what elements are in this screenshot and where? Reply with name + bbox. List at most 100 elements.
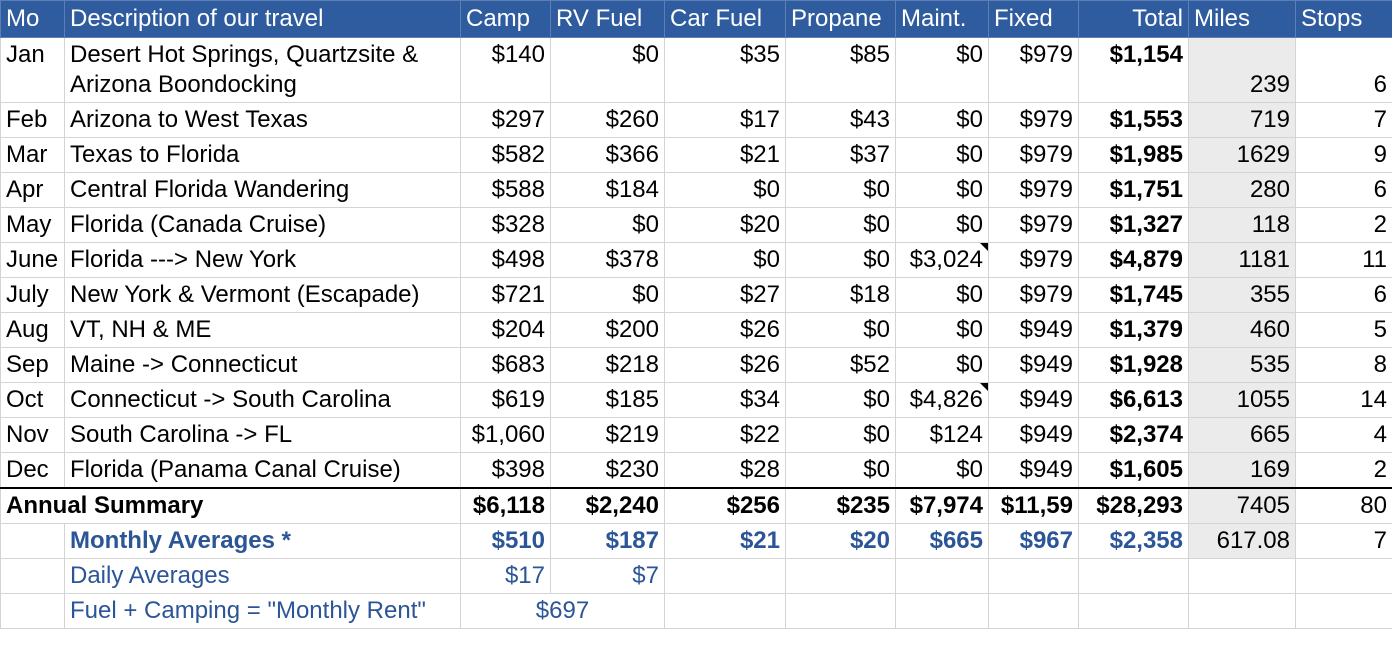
cell: 6 (1295, 277, 1392, 313)
cell: $297 (460, 102, 551, 138)
data-row: Oct Connecticut -> South Carolina $619 $185… (0, 382, 1392, 418)
column-header: Maint. (895, 0, 989, 38)
cell: $0 (550, 277, 665, 313)
cell: $0 (895, 207, 989, 243)
cell: $0 (895, 137, 989, 173)
cell: $683 (460, 347, 551, 383)
cell: Florida ---> New York (64, 242, 461, 278)
cell: $28,293 (1078, 487, 1189, 524)
column-header: RV Fuel (550, 0, 665, 38)
cell (0, 593, 65, 629)
cell: $721 (460, 277, 551, 313)
cell: $979 (988, 277, 1079, 313)
data-row: Sep Maine -> Connecticut $683 $218 $26 $52 $0 $… (0, 347, 1392, 383)
cell: 14 (1295, 382, 1392, 418)
cell: $949 (988, 312, 1079, 348)
cell: Feb (0, 102, 65, 138)
cell: $498 (460, 242, 551, 278)
cell: $17 (664, 102, 786, 138)
cell: Sep (0, 347, 65, 383)
cell: $0 (895, 102, 989, 138)
cell: Dec (0, 452, 65, 489)
cell: $140 (460, 37, 551, 103)
cell: $0 (895, 347, 989, 383)
column-header: Camp (460, 0, 551, 38)
cell: $20 (785, 523, 896, 559)
column-header: Car Fuel (664, 0, 786, 38)
data-row: Mar Texas to Florida $582 $366 $21 $37 $0 $979 $… (0, 137, 1392, 173)
cell: $0 (785, 452, 896, 489)
cell: $18 (785, 277, 896, 313)
table-body: Jan Desert Hot Springs, Quartzsite & Ariz… (0, 37, 1392, 629)
cell: $124 (895, 417, 989, 453)
cell: $26 (664, 312, 786, 348)
cell: 11 (1295, 242, 1392, 278)
cell: South Carolina -> FL (64, 417, 461, 453)
cell: $619 (460, 382, 551, 418)
rent-row: Fuel + Camping = "Monthly Rent" $697 (0, 593, 1392, 629)
cell: $0 (785, 172, 896, 208)
cell (1078, 593, 1189, 629)
cell: 355 (1188, 277, 1296, 313)
cell: $20 (664, 207, 786, 243)
cell: $949 (988, 417, 1079, 453)
cell: $0 (895, 312, 989, 348)
cell: $0 (785, 207, 896, 243)
cell: $588 (460, 172, 551, 208)
data-row: May Florida (Canada Cruise) $328 $0 $20 $0 $0 $… (0, 207, 1392, 243)
cell: New York & Vermont (Escapade) (64, 277, 461, 313)
cell: $1,985 (1078, 137, 1189, 173)
cell: 460 (1188, 312, 1296, 348)
cell (0, 523, 65, 559)
cell: 239 (1188, 37, 1296, 103)
cell: May (0, 207, 65, 243)
cell: 1055 (1188, 382, 1296, 418)
data-row: Jan Desert Hot Springs, Quartzsite & Ariz… (0, 37, 1392, 103)
cell: $0 (550, 207, 665, 243)
cell: $260 (550, 102, 665, 138)
cell: 7405 (1188, 487, 1296, 524)
cell: $256 (664, 487, 786, 524)
cell (1078, 558, 1189, 594)
cell: $0 (895, 277, 989, 313)
cell: Desert Hot Springs, Quartzsite & Arizona… (64, 37, 461, 103)
cell: $4,879 (1078, 242, 1189, 278)
cell: 80 (1295, 487, 1392, 524)
cell: $510 (460, 523, 551, 559)
cell: $979 (988, 102, 1079, 138)
cell: Apr (0, 172, 65, 208)
cell: 1181 (1188, 242, 1296, 278)
cell: VT, NH & ME (64, 312, 461, 348)
cell (785, 558, 896, 594)
cell: 535 (1188, 347, 1296, 383)
annual-row: Annual Summary $6,118 $2,240 $256 $235 $7,974… (0, 487, 1392, 524)
annual-label: Annual Summary (0, 487, 461, 524)
cell: $4,826 (895, 382, 989, 418)
data-row: July New York & Vermont (Escapade) $721 $0 $… (0, 277, 1392, 313)
cell: $2,374 (1078, 417, 1189, 453)
daily-label: Daily Averages (64, 558, 461, 594)
cell: $52 (785, 347, 896, 383)
cell: Texas to Florida (64, 137, 461, 173)
cell: Nov (0, 417, 65, 453)
cell (988, 593, 1079, 629)
cell: 617.08 (1188, 523, 1296, 559)
cell: $235 (785, 487, 896, 524)
cell: $7 (550, 558, 665, 594)
cell: July (0, 277, 65, 313)
cell: $21 (664, 523, 786, 559)
cell: Maine -> Connecticut (64, 347, 461, 383)
cell: $6,613 (1078, 382, 1189, 418)
cell: Jan (0, 37, 65, 103)
cell: $1,379 (1078, 312, 1189, 348)
cell: $21 (664, 137, 786, 173)
cell: $979 (988, 242, 1079, 278)
cell: $35 (664, 37, 786, 103)
data-row: Apr Central Florida Wandering $588 $184 $0 $0… (0, 172, 1392, 208)
cell (1295, 558, 1392, 594)
cell: $27 (664, 277, 786, 313)
cell: $2,358 (1078, 523, 1189, 559)
cell: $0 (785, 242, 896, 278)
cell: Florida (Canada Cruise) (64, 207, 461, 243)
